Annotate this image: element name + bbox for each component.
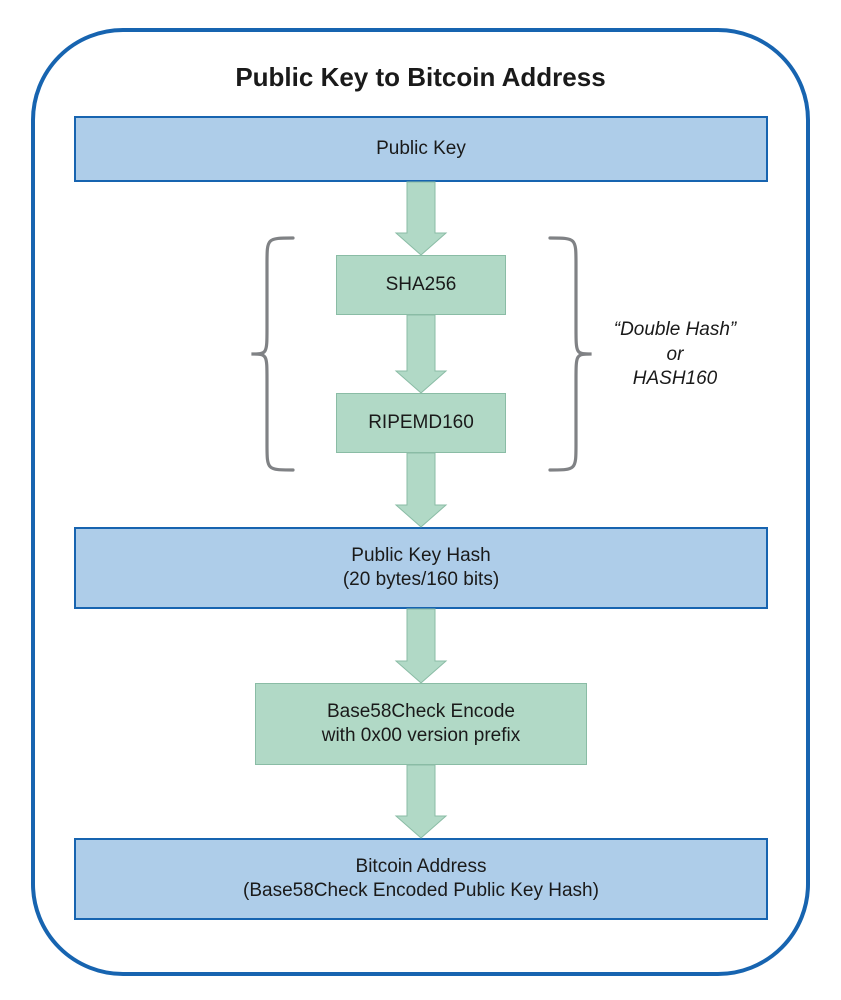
node-text-line: Bitcoin Address: [356, 855, 487, 879]
annotation-line: “Double Hash”: [590, 318, 760, 343]
arrow-down-3: [396, 453, 446, 527]
node-base58check: Base58Check Encodewith 0x00 version pref…: [255, 683, 587, 765]
arrow-down-5: [396, 765, 446, 838]
diagram-canvas: Public Key to Bitcoin Address Public Key…: [0, 0, 841, 1000]
arrow-down-4: [396, 609, 446, 683]
diagram-title: Public Key to Bitcoin Address: [0, 62, 841, 93]
annotation-line: or: [590, 343, 760, 368]
node-text-line: (Base58Check Encoded Public Key Hash): [243, 879, 599, 903]
node-bitcoin-address: Bitcoin Address(Base58Check Encoded Publ…: [74, 838, 768, 920]
node-public-key: Public Key: [74, 116, 768, 182]
brace-left: [251, 238, 293, 470]
node-ripemd160: RIPEMD160: [336, 393, 506, 453]
node-text-line: Public Key Hash: [351, 544, 490, 568]
node-text-line: RIPEMD160: [368, 411, 474, 435]
annotation-double-hash: “Double Hash”orHASH160: [590, 318, 760, 392]
node-text-line: (20 bytes/160 bits): [343, 568, 499, 592]
node-public-key-hash: Public Key Hash(20 bytes/160 bits): [74, 527, 768, 609]
arrow-down-2: [396, 315, 446, 393]
node-text-line: Base58Check Encode: [327, 700, 515, 724]
brace-right: [550, 238, 592, 470]
annotation-line: HASH160: [590, 367, 760, 392]
node-sha256: SHA256: [336, 255, 506, 315]
node-text-line: SHA256: [386, 273, 457, 297]
node-text-line: with 0x00 version prefix: [322, 724, 521, 748]
node-text-line: Public Key: [376, 137, 466, 161]
arrow-down-1: [396, 182, 446, 255]
